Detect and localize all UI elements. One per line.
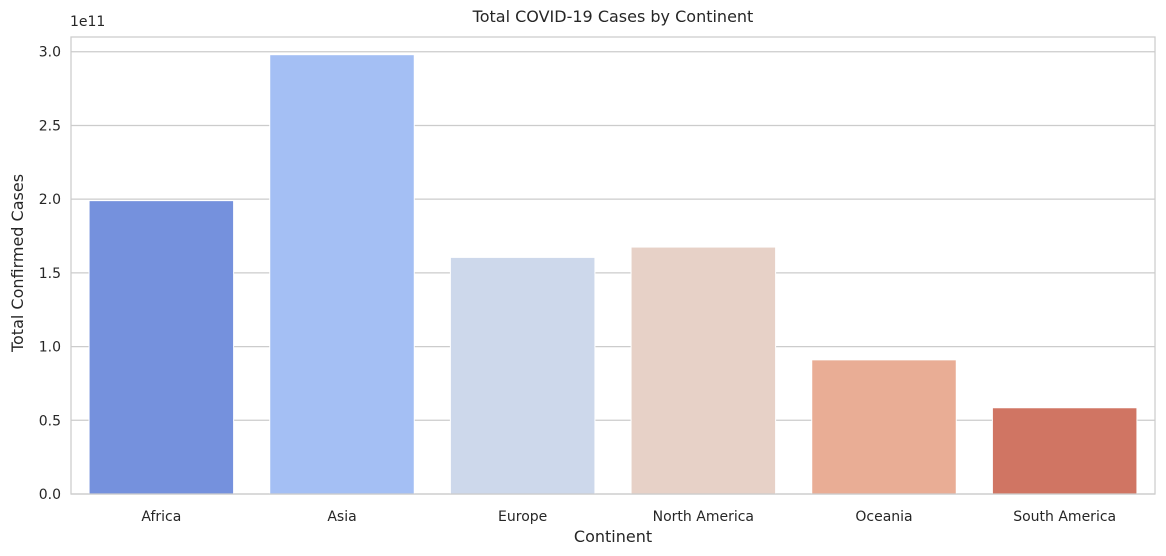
bar-asia bbox=[269, 54, 415, 495]
x-axis-label: Continent bbox=[574, 527, 652, 546]
y-tick-label: 1.0 bbox=[39, 340, 61, 356]
y-tick-label: 2.5 bbox=[39, 118, 61, 134]
x-tick-label: South America bbox=[1013, 509, 1116, 525]
x-tick-label: Africa bbox=[141, 509, 181, 525]
bar-oceania bbox=[811, 359, 957, 495]
x-tick-label: Oceania bbox=[855, 509, 912, 525]
y-axis-label: Total Confirmed Cases bbox=[8, 174, 27, 353]
x-tick-label: Europe bbox=[498, 509, 547, 525]
bar-north-america bbox=[630, 246, 777, 495]
x-tick-label: North America bbox=[653, 509, 754, 525]
bar-europe bbox=[449, 256, 596, 495]
y-tick-labels: 0.0 0.5 1.0 1.5 2.0 2.5 3.0 bbox=[39, 45, 61, 503]
x-tick-label: Asia bbox=[327, 509, 356, 525]
y-tick-label: 0.5 bbox=[39, 413, 61, 429]
chart-title: Total COVID-19 Cases by Continent bbox=[472, 7, 754, 26]
y-tick-label: 1.5 bbox=[39, 266, 61, 282]
plot-frame bbox=[70, 36, 1156, 495]
bar-south-america bbox=[991, 407, 1138, 495]
bar-africa bbox=[88, 200, 235, 495]
y-tick-label: 0.0 bbox=[39, 487, 61, 503]
x-tick-labels: Africa Asia Europe North America Oceania Sout… bbox=[141, 509, 1116, 525]
grid-lines bbox=[71, 51, 1155, 495]
y-tick-label: 3.0 bbox=[39, 45, 61, 61]
bars bbox=[88, 54, 1138, 495]
y-tick-label: 2.0 bbox=[39, 192, 61, 208]
y-axis-offset-label: 1e11 bbox=[70, 14, 105, 30]
